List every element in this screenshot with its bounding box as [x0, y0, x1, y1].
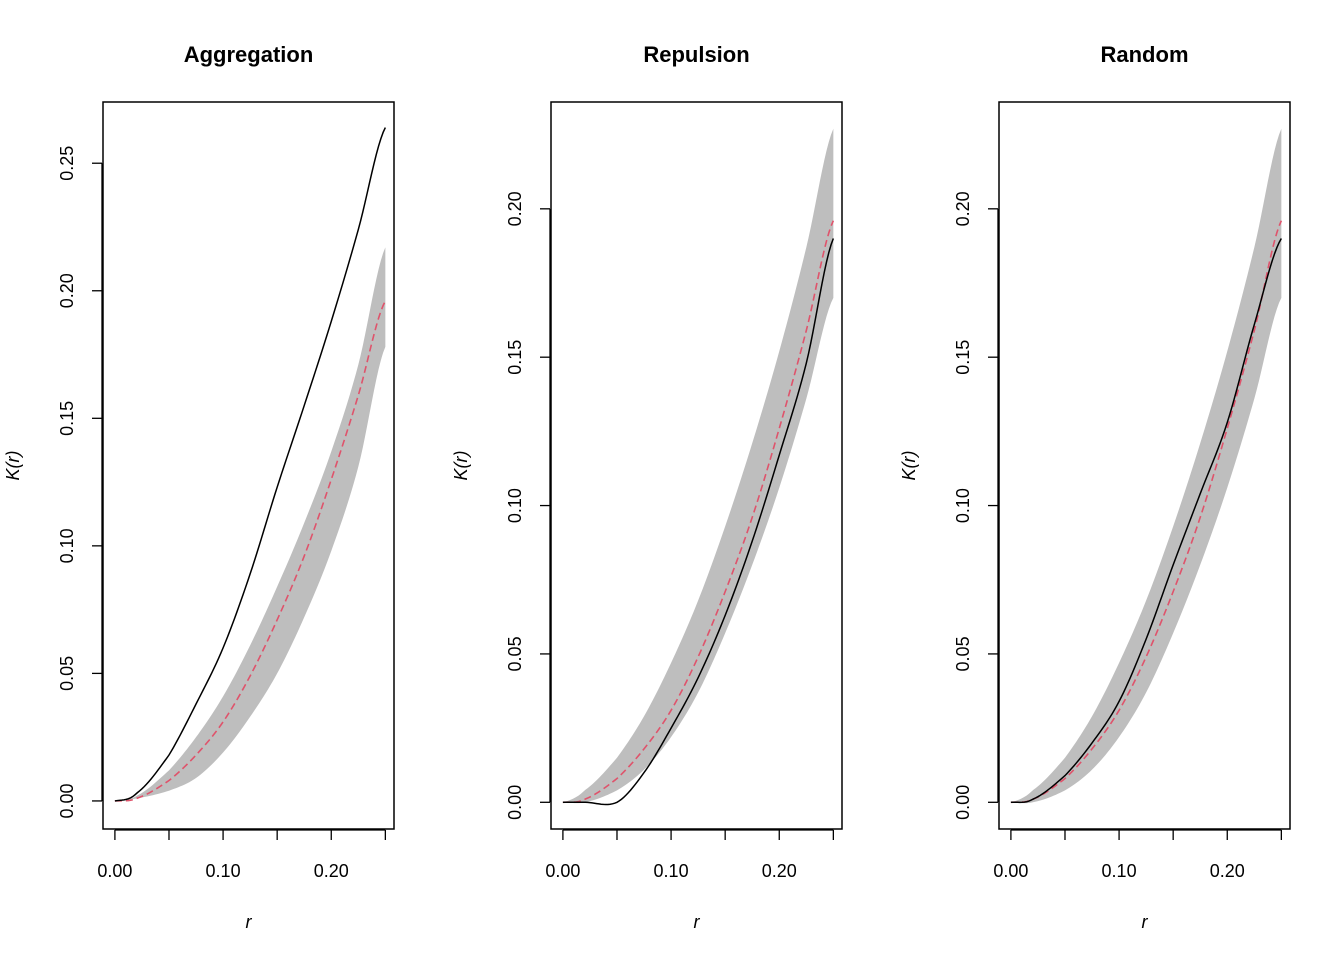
- x-axis-label: r: [1142, 912, 1149, 932]
- envelope-band: [114, 247, 386, 801]
- panel-random: Random 0.00 0.10 0.20 r 0.00 0.05 0.10 0.15 0.20 K…: [899, 42, 1291, 932]
- panel-title: Random: [1101, 42, 1189, 67]
- x-axis: 0.00 0.10 0.20 r: [545, 829, 834, 932]
- x-axis: 0.00 0.10 0.20 r: [993, 829, 1282, 932]
- y-tick-label: 0.10: [953, 488, 973, 523]
- x-tick-label: 0.20: [1210, 861, 1245, 881]
- y-tick-label: 0.10: [57, 528, 77, 563]
- panel-title: Repulsion: [643, 42, 749, 67]
- y-tick-label: 0.15: [505, 340, 525, 375]
- y-tick-label: 0.00: [953, 785, 973, 820]
- y-tick-label: 0.15: [57, 401, 77, 436]
- x-axis: 0.00 0.10 0.20 r: [97, 829, 386, 932]
- y-axis: 0.00 0.05 0.10 0.15 0.20 K(r): [899, 191, 999, 820]
- envelope-band: [1010, 128, 1282, 804]
- x-tick-label: 0.10: [654, 861, 689, 881]
- x-axis-label: r: [694, 912, 701, 932]
- y-tick-label: 0.20: [505, 191, 525, 226]
- observed-line: [562, 238, 835, 806]
- x-tick-label: 0.20: [314, 861, 349, 881]
- panel-aggregation: Aggregation 0.00 0.10 0.20 r 0.00 0.05 0.10 0.15…: [3, 42, 395, 932]
- y-tick-label: 0.10: [505, 488, 525, 523]
- observed-line: [114, 127, 387, 802]
- x-tick-label: 0.20: [762, 861, 797, 881]
- y-axis-label: K(r): [3, 451, 23, 481]
- y-tick-label: 0.05: [505, 636, 525, 671]
- theoretical-line: [562, 220, 835, 804]
- y-tick-label: 0.15: [953, 340, 973, 375]
- panel-title: Aggregation: [184, 42, 314, 67]
- plot-frame: [998, 101, 1291, 830]
- y-tick-label: 0.00: [57, 783, 77, 818]
- y-tick-label: 0.25: [57, 146, 77, 181]
- observed-line: [1010, 238, 1283, 804]
- y-tick-label: 0.05: [57, 656, 77, 691]
- plot-frame: [102, 101, 395, 830]
- x-tick-label: 0.00: [97, 861, 132, 881]
- x-tick-label: 0.00: [993, 861, 1028, 881]
- envelope-band: [562, 128, 834, 804]
- theoretical-line: [1010, 220, 1283, 804]
- y-tick-label: 0.20: [57, 273, 77, 308]
- y-axis-label: K(r): [899, 451, 919, 481]
- x-tick-label: 0.10: [1102, 861, 1137, 881]
- x-tick-label: 0.00: [545, 861, 580, 881]
- x-tick-label: 0.10: [206, 861, 241, 881]
- theoretical-line: [114, 300, 387, 802]
- y-tick-label: 0.00: [505, 785, 525, 820]
- y-axis-label: K(r): [451, 451, 471, 481]
- y-axis: 0.00 0.05 0.10 0.15 0.20 K(r): [451, 191, 551, 820]
- y-axis: 0.00 0.05 0.10 0.15 0.20 0.25 K(r): [3, 146, 103, 818]
- x-axis-label: r: [246, 912, 253, 932]
- y-tick-label: 0.05: [953, 636, 973, 671]
- y-tick-label: 0.20: [953, 191, 973, 226]
- plot-frame: [550, 101, 843, 830]
